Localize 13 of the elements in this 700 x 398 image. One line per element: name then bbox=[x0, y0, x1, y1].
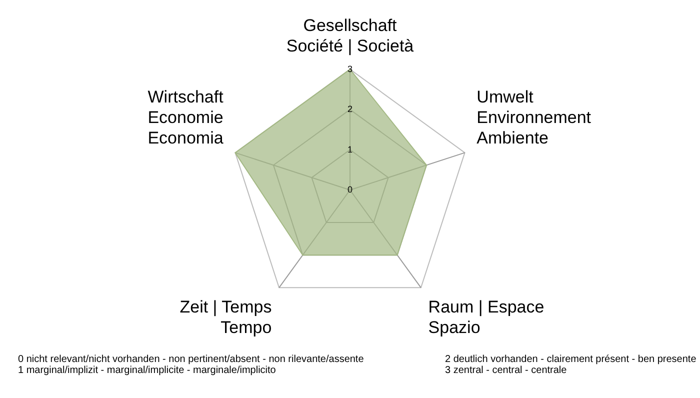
y-tick-label: 2 bbox=[347, 104, 353, 114]
text: 0 nicht relevant/nicht vorhanden - non pertinent/absent - non rilevante/assente bbox=[18, 354, 364, 366]
y-tick-label: 0 bbox=[347, 184, 353, 194]
y-tick-label: 1 bbox=[347, 144, 353, 154]
spoke-label: Gesellschaft Société | Società bbox=[286, 16, 414, 56]
spoke-label: Wirtschaft Economie Economia bbox=[148, 88, 224, 148]
text: 2 deutlich vorhanden - clairement présent - ben presente bbox=[445, 354, 696, 366]
text: 1 marginal/implizit - marginal/implicite - marginale/implicito bbox=[18, 365, 276, 377]
spoke-label: Raum | Espace Spazio bbox=[428, 298, 544, 338]
spoke-label: Umwelt Environnement Ambiente bbox=[476, 88, 592, 148]
y-tick-label: 3 bbox=[347, 64, 353, 74]
text: 3 zentral - central - centrale bbox=[445, 365, 567, 377]
spoke-label: Zeit | Temps Tempo bbox=[180, 298, 272, 338]
